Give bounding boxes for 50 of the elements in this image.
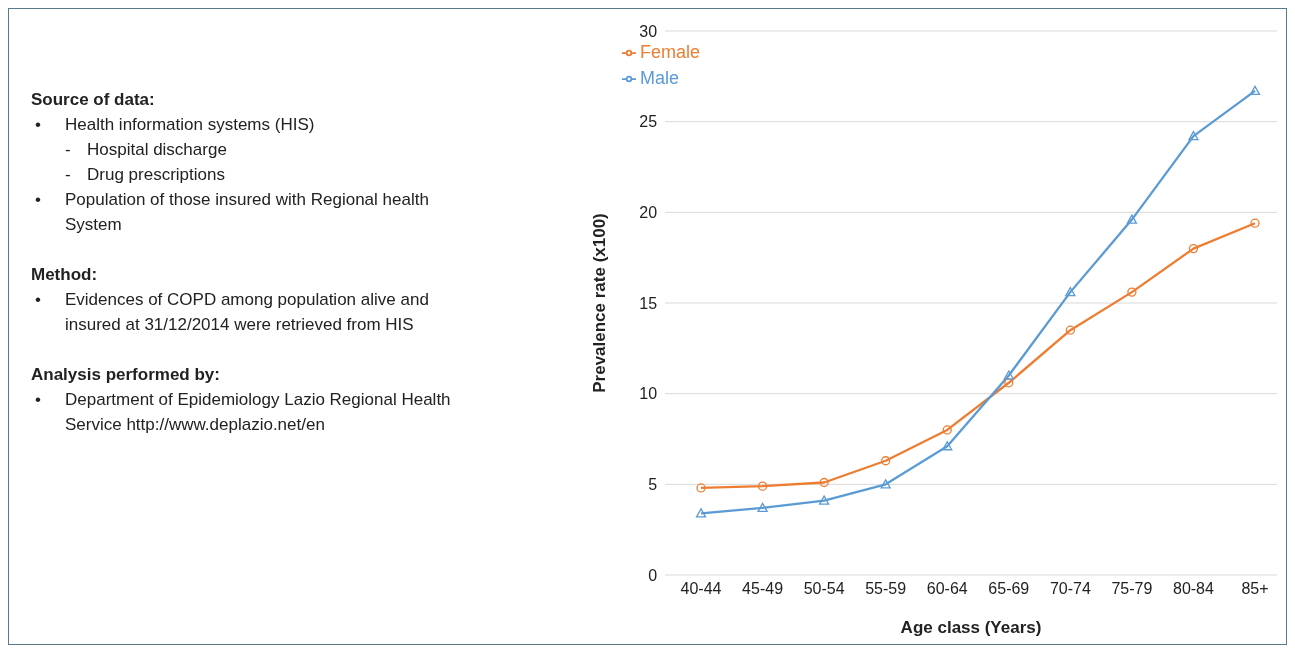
text: • Evidences of COPD among population alive and insured at 31/12/2014 were retrieved from HIS <box>35 290 429 334</box>
point <box>1249 85 1261 95</box>
point <box>942 441 953 451</box>
point <box>695 508 707 518</box>
x-tick-label: 70-74 <box>1049 580 1091 598</box>
point <box>1188 243 1199 254</box>
point <box>1126 214 1138 224</box>
point <box>1003 370 1014 380</box>
y-axis-title: Prevalence rate (x100) <box>590 213 610 393</box>
point <box>819 477 829 488</box>
text: • Department of Epidemiology Lazio Regional Health Service http://www.deplazio.net/en <box>35 390 451 434</box>
legend-label: Female <box>640 42 701 62</box>
y-tick-label: 25 <box>639 113 658 131</box>
x-tick-label: 45-49 <box>742 580 784 598</box>
text: Analysis performed by: <box>31 364 221 386</box>
x-tick-label: 65-69 <box>988 580 1030 598</box>
text: - Hospital discharge <box>64 139 227 161</box>
y-tick-label: 20 <box>639 204 658 222</box>
point <box>696 483 706 493</box>
x-tick-label: 40-44 <box>680 580 722 598</box>
point <box>757 502 768 513</box>
point <box>1188 131 1199 141</box>
x-tick-label: 55-59 <box>865 580 907 598</box>
point <box>942 425 952 435</box>
point <box>1004 378 1014 388</box>
x-tick-label: 85+ <box>1241 580 1269 598</box>
source-note: Source of data: <box>31 89 156 111</box>
point <box>1250 218 1260 228</box>
y-tick-label: 15 <box>639 294 658 312</box>
point <box>818 495 830 505</box>
point <box>881 456 891 466</box>
text: • Health information systems (HIS) <box>35 115 315 134</box>
point <box>1065 286 1076 297</box>
y-tick-label: 0 <box>648 566 658 584</box>
y-tick-label: 5 <box>648 476 658 494</box>
y-tick-label: 30 <box>639 22 658 40</box>
text: • Population of those insured with Regional health System <box>35 190 429 234</box>
x-tick-label: 80-84 <box>1172 580 1215 598</box>
x-axis-title: Age class (Years) <box>900 618 1042 637</box>
point <box>757 481 768 491</box>
text: - Drug prescriptions <box>64 164 225 186</box>
point <box>1127 287 1137 297</box>
x-tick-label: 75-79 <box>1111 580 1153 598</box>
text: Method: <box>31 264 99 286</box>
point <box>1065 325 1075 335</box>
x-tick-label: 50-54 <box>803 580 845 598</box>
point <box>880 479 891 489</box>
x-tick-label: 60-64 <box>926 580 968 598</box>
legend-label: Male <box>640 68 680 88</box>
y-tick-label: 10 <box>639 385 658 403</box>
